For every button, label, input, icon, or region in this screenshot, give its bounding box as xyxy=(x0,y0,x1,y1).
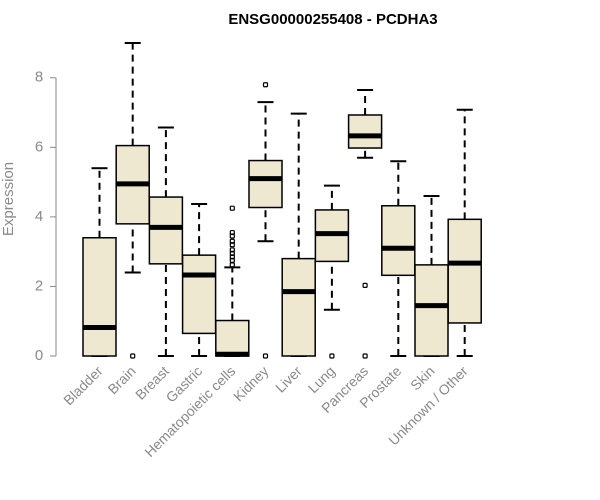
outlier-point xyxy=(229,205,235,211)
chart-title: ENSG00000255408 - PCDHA3 xyxy=(228,11,437,28)
y-axis-label: Expression xyxy=(0,162,17,236)
iqr-box xyxy=(215,319,250,357)
x-tick-label: Kidney xyxy=(230,363,272,405)
box-skin xyxy=(414,195,449,357)
iqr-box xyxy=(347,114,383,149)
box-unknown-other xyxy=(447,108,482,357)
y-tick-label: 8 xyxy=(35,69,43,86)
box-hematopoietic-cells xyxy=(215,205,250,357)
outlier-point xyxy=(362,282,368,289)
outlier-point xyxy=(229,229,235,236)
iqr-box xyxy=(447,218,482,324)
outlier-point xyxy=(130,353,136,359)
outlier-point xyxy=(262,82,269,88)
outlier-point xyxy=(229,247,235,253)
box-kidney xyxy=(248,82,283,359)
x-tick-label: Liver xyxy=(272,363,305,396)
axes: 0 2 4 6 8 xyxy=(35,69,57,364)
box-liver xyxy=(281,112,316,357)
iqr-box xyxy=(281,257,316,357)
x-tick-label: Bladder xyxy=(60,363,106,409)
box-prostate xyxy=(381,160,416,357)
box-brain xyxy=(115,42,150,359)
y-tick-label: 4 xyxy=(35,208,43,225)
y-tick-label: 6 xyxy=(35,138,43,155)
box-bladder xyxy=(82,167,117,357)
iqr-box xyxy=(82,237,117,357)
box-lung xyxy=(314,184,350,359)
iqr-box xyxy=(181,254,217,335)
outlier-point xyxy=(229,262,235,268)
outlier-point xyxy=(262,353,269,359)
outlier-point xyxy=(329,353,335,359)
outlier-point xyxy=(362,353,368,359)
box-gastric xyxy=(181,203,217,357)
iqr-box xyxy=(414,264,449,357)
outlier-point xyxy=(229,238,235,244)
box-pancreas xyxy=(347,88,383,359)
box-breast xyxy=(148,126,184,357)
iqr-box xyxy=(248,159,283,209)
y-tick-label: 0 xyxy=(35,347,43,364)
boxes-group xyxy=(82,42,482,359)
iqr-box xyxy=(148,196,184,265)
iqr-box xyxy=(381,205,416,277)
y-tick-label: 2 xyxy=(35,277,43,294)
